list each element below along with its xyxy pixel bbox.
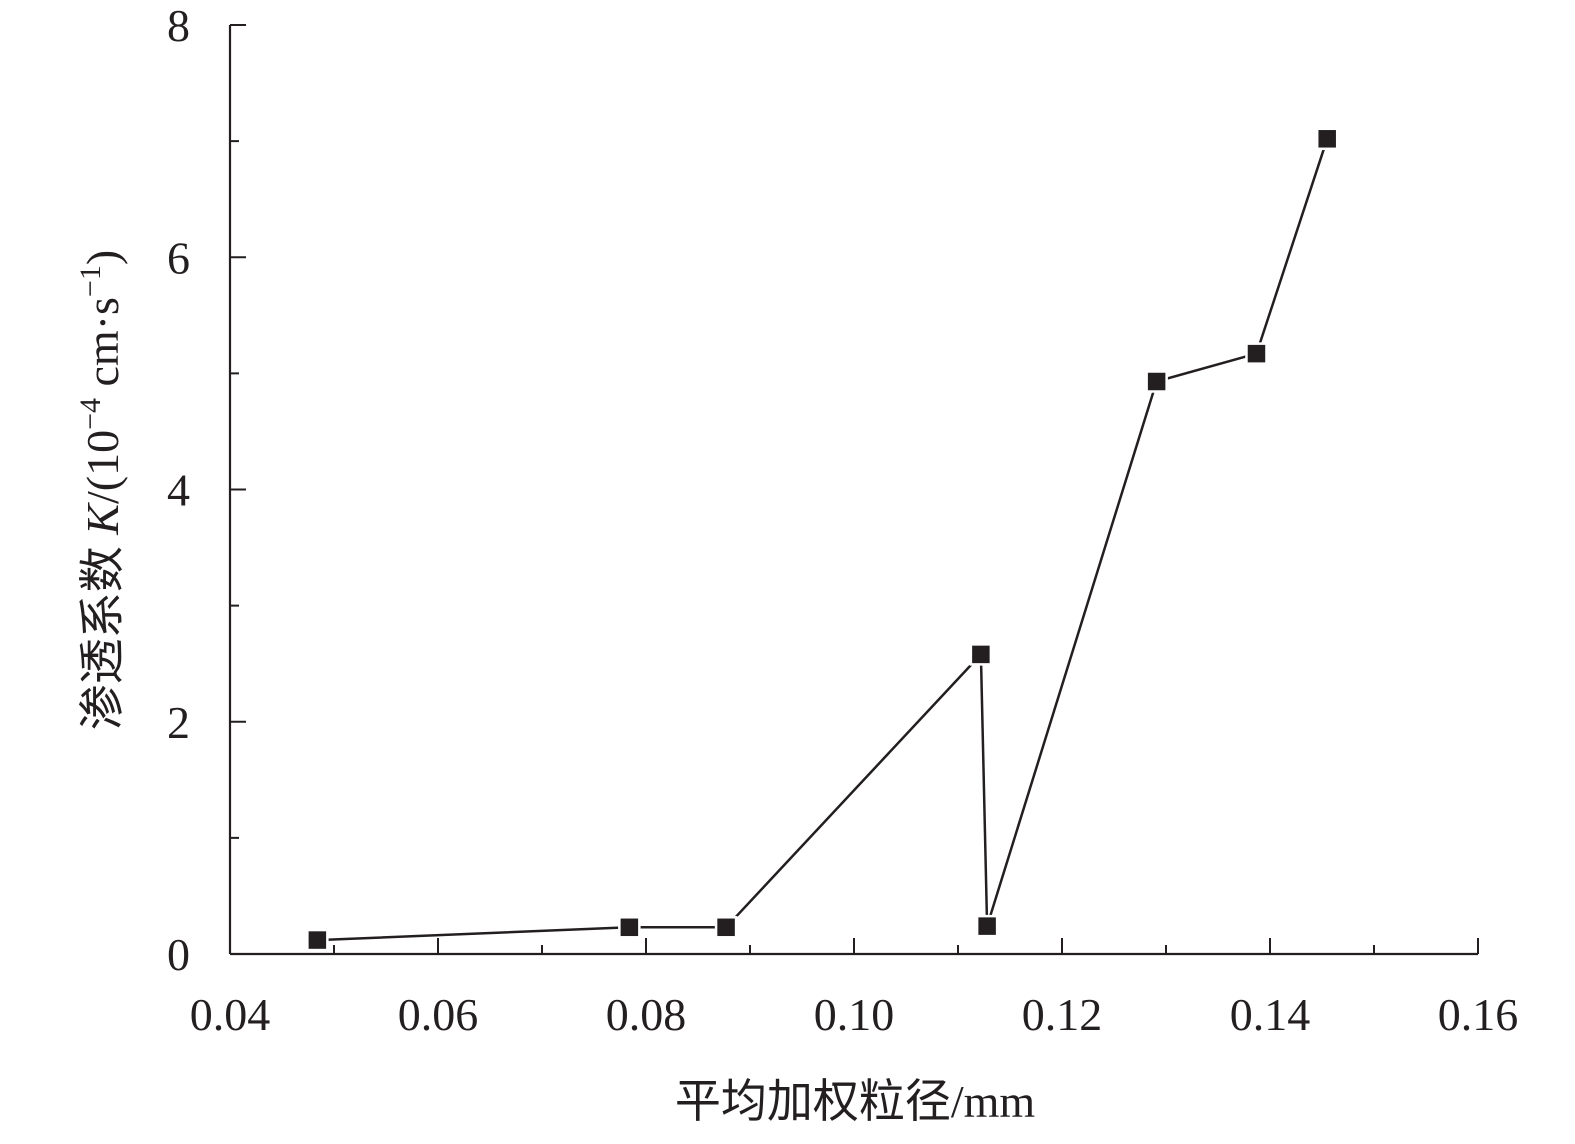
- data-point-marker: [1145, 370, 1168, 393]
- data-point-marker: [618, 916, 641, 939]
- y-axis-title-unit-close: ): [77, 250, 128, 265]
- series-markers: [306, 127, 1339, 952]
- x-tick-label: 0.14: [1230, 989, 1311, 1040]
- series-lines: [317, 138, 1329, 942]
- x-tick-label: 0.06: [398, 989, 479, 1040]
- x-tick-label: 0.16: [1438, 989, 1519, 1040]
- x-tick-label: 0.10: [814, 989, 895, 1040]
- y-tick-label: 4: [167, 465, 190, 516]
- y-axis-title-unit-open: /(10: [77, 430, 128, 504]
- y-axis-title-unit-mid: cm·s: [77, 297, 128, 398]
- data-point-marker: [714, 916, 738, 939]
- data-point-marker: [975, 914, 999, 938]
- x-tick-label: 0.12: [1022, 989, 1103, 1040]
- series-0-line: [317, 138, 1329, 942]
- y-tick-label: 2: [167, 697, 190, 748]
- y-tick-label: 8: [167, 0, 190, 51]
- x-axis-title: 平均加权粒径/mm: [675, 1076, 1036, 1127]
- y-tick-label: 0: [167, 929, 190, 980]
- x-tick-label: 0.04: [190, 989, 271, 1040]
- y-axis-title: 渗透系数 K/(10−4 cm·s−1): [74, 250, 128, 730]
- data-point-marker: [1245, 342, 1268, 365]
- data-point-marker: [969, 643, 993, 666]
- data-point-marker: [1315, 127, 1339, 151]
- axes: 0.04 0.06 0.08 0.10 0.12 0.14 0.16 0 2 4 6 8: [167, 0, 1518, 1040]
- data-point-marker: [306, 928, 329, 952]
- y-axis-title-exponent2: −1: [74, 265, 107, 297]
- y-tick-label: 6: [167, 232, 190, 283]
- y-axis-title-prefix: 渗透系数: [77, 535, 128, 731]
- x-tick-label: 0.08: [606, 989, 687, 1040]
- y-axis-title-var: K: [77, 502, 128, 536]
- y-axis-title-exponent: −4: [74, 398, 107, 430]
